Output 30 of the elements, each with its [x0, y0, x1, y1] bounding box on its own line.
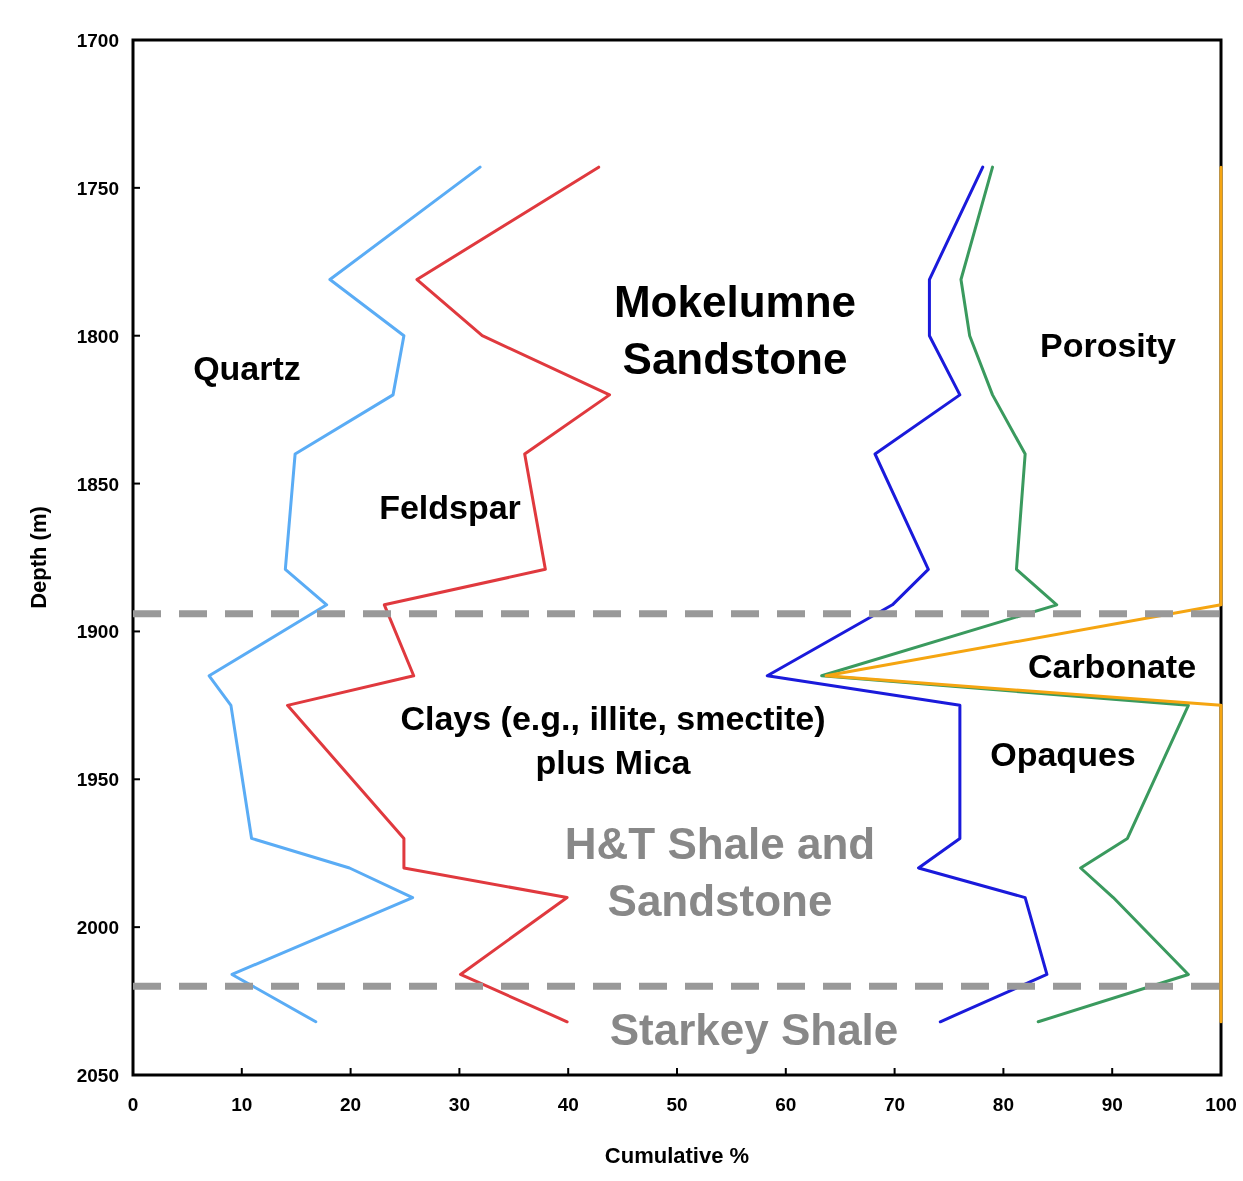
annotation: Quartz — [193, 348, 301, 387]
x-tick-label: 80 — [992, 1094, 1014, 1115]
annotation: Mokelumne Sandstone — [613, 276, 857, 383]
y-tick-label: 1800 — [76, 325, 119, 347]
x-tick-label: 60 — [775, 1094, 797, 1115]
y-tick-label: 1950 — [76, 769, 119, 791]
annotation: Starkey Shale — [609, 1005, 899, 1055]
annotation: H&T Shale and Sandstone — [564, 818, 876, 925]
y-tick-label: 1900 — [76, 621, 119, 643]
y-tick-label: 1750 — [76, 177, 119, 199]
y-axis-title: Depth (m) — [26, 506, 51, 609]
annotation: Porosity — [1039, 325, 1177, 364]
y-tick-label: 1850 — [76, 473, 119, 495]
y-tick-label: 2000 — [76, 917, 119, 939]
x-tick-label: 30 — [448, 1094, 470, 1115]
annotation: Feldspar — [379, 487, 521, 526]
x-tick-label: 90 — [1101, 1094, 1123, 1115]
annotation: Opaques — [990, 734, 1136, 773]
x-tick-label: 0 — [127, 1094, 139, 1115]
x-tick-label: 50 — [666, 1094, 688, 1115]
x-axis-title: Cumulative % — [604, 1143, 750, 1168]
annotation: Clays (e.g., illite, smectite) plus Mica — [400, 698, 826, 781]
y-tick-label: 2050 — [76, 1065, 119, 1086]
annotation: Carbonate — [1027, 646, 1197, 685]
x-tick-label: 100 — [1205, 1094, 1237, 1115]
y-tick-label: 1700 — [76, 30, 119, 51]
x-tick-label: 20 — [340, 1094, 362, 1115]
x-tick-label: 10 — [231, 1094, 253, 1115]
x-tick-label: 40 — [557, 1094, 579, 1115]
x-tick-label: 70 — [884, 1094, 906, 1115]
